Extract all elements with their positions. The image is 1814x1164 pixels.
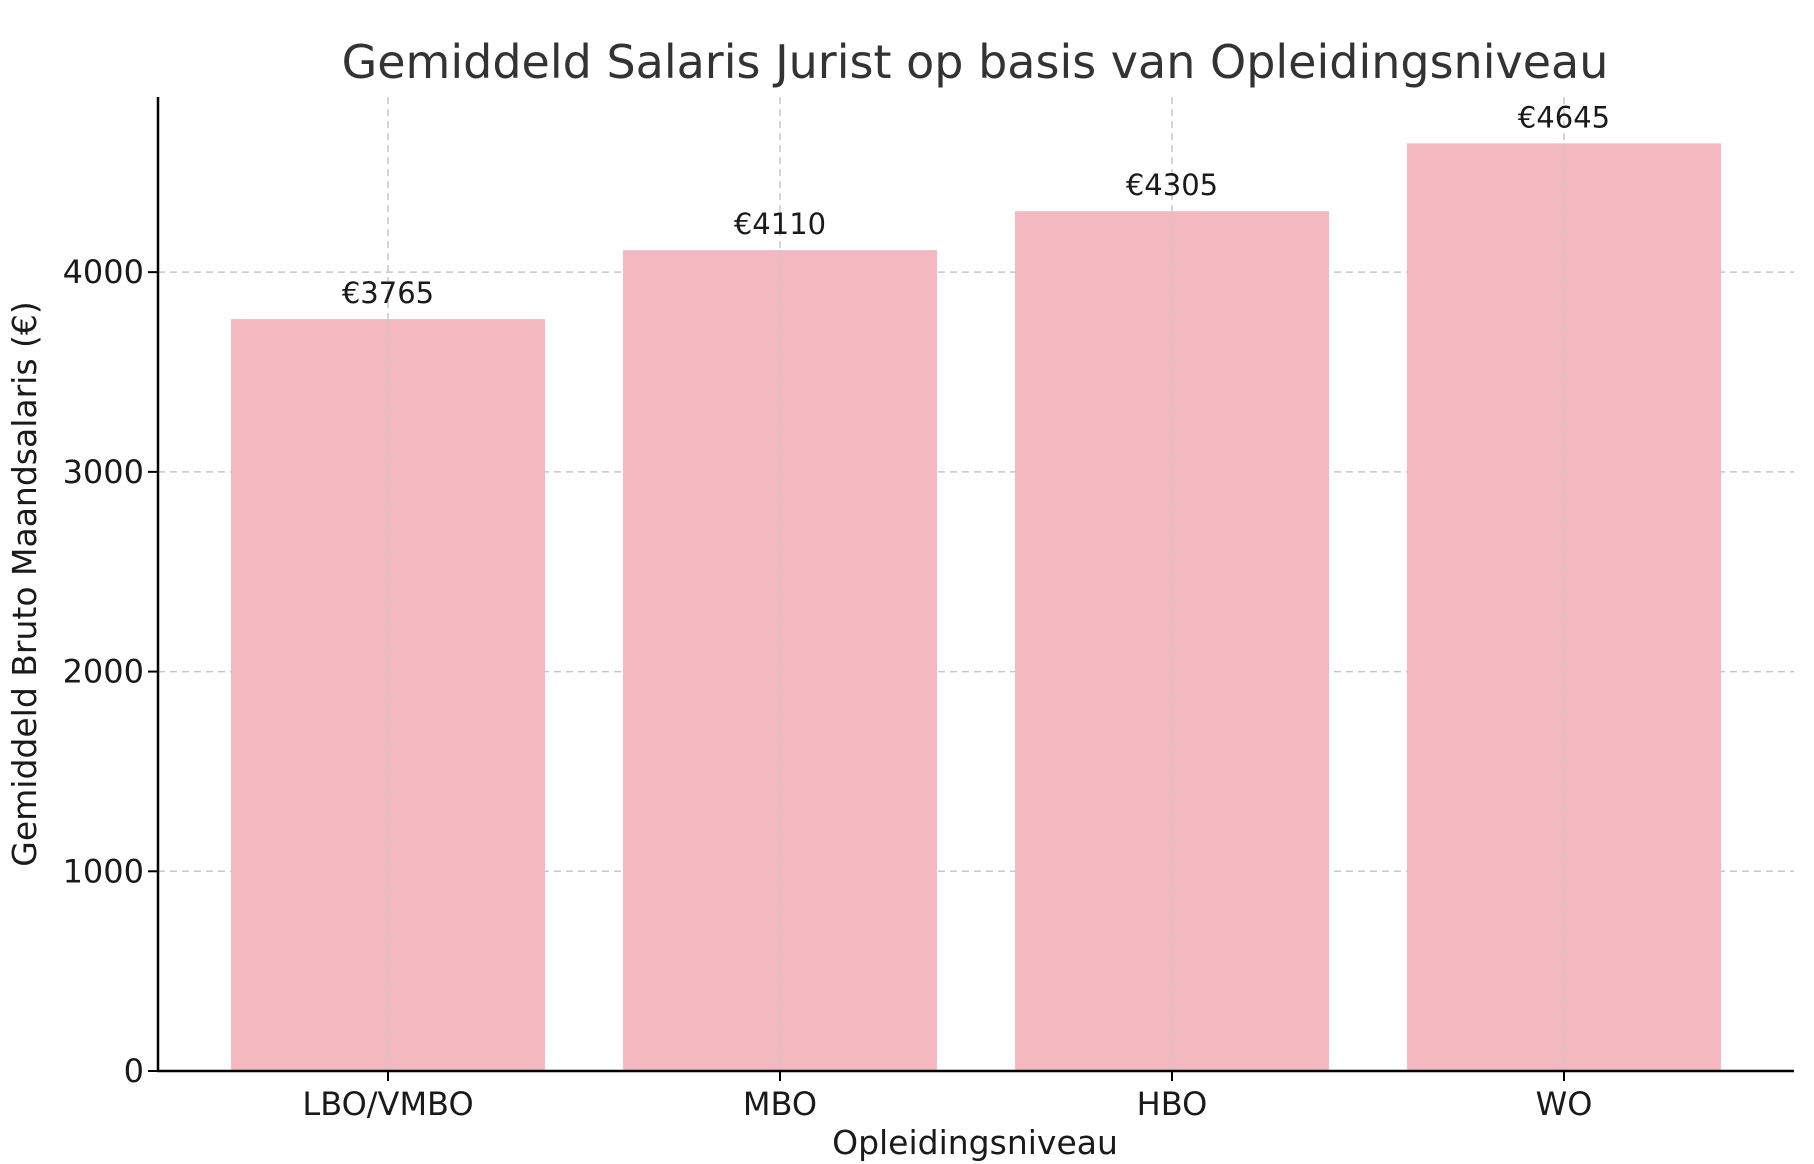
data-label: €4110: [734, 207, 826, 241]
x-tick-label: HBO: [1137, 1085, 1208, 1123]
bar: [1015, 211, 1329, 1072]
y-tick-label: 4000: [63, 253, 144, 291]
y-tick-labels: 0 1000 2000 3000 4000: [63, 253, 158, 1090]
x-axis-label: Opleidingsniveau: [832, 1123, 1118, 1162]
y-tick-label: 0: [124, 1052, 144, 1090]
x-tick-label: WO: [1536, 1085, 1593, 1123]
chart-title: Gemiddeld Salaris Jurist op basis van Op…: [342, 35, 1609, 89]
x-tick-label: LBO/VMBO: [302, 1085, 473, 1123]
y-tick-label: 3000: [63, 453, 144, 491]
bar: [1407, 143, 1721, 1072]
data-label: €3765: [342, 276, 434, 310]
y-gridlines: [158, 271, 1794, 873]
x-gridlines-overlay: [387, 143, 1565, 1071]
x-tick-labels: LBO/VMBO MBO HBO WO: [302, 1071, 1592, 1123]
x-gridlines: [387, 97, 1565, 1071]
data-labels: €3765 €4110 €4305 €4645: [342, 100, 1610, 310]
data-label: €4645: [1518, 100, 1610, 134]
y-tick-label: 2000: [63, 653, 144, 691]
data-label: €4305: [1126, 168, 1218, 202]
x-tick-label: MBO: [743, 1085, 817, 1123]
bars: [231, 143, 1721, 1072]
y-axis-label: Gemiddeld Bruto Maandsalaris (€): [5, 301, 44, 866]
y-tick-label: 1000: [63, 852, 144, 890]
